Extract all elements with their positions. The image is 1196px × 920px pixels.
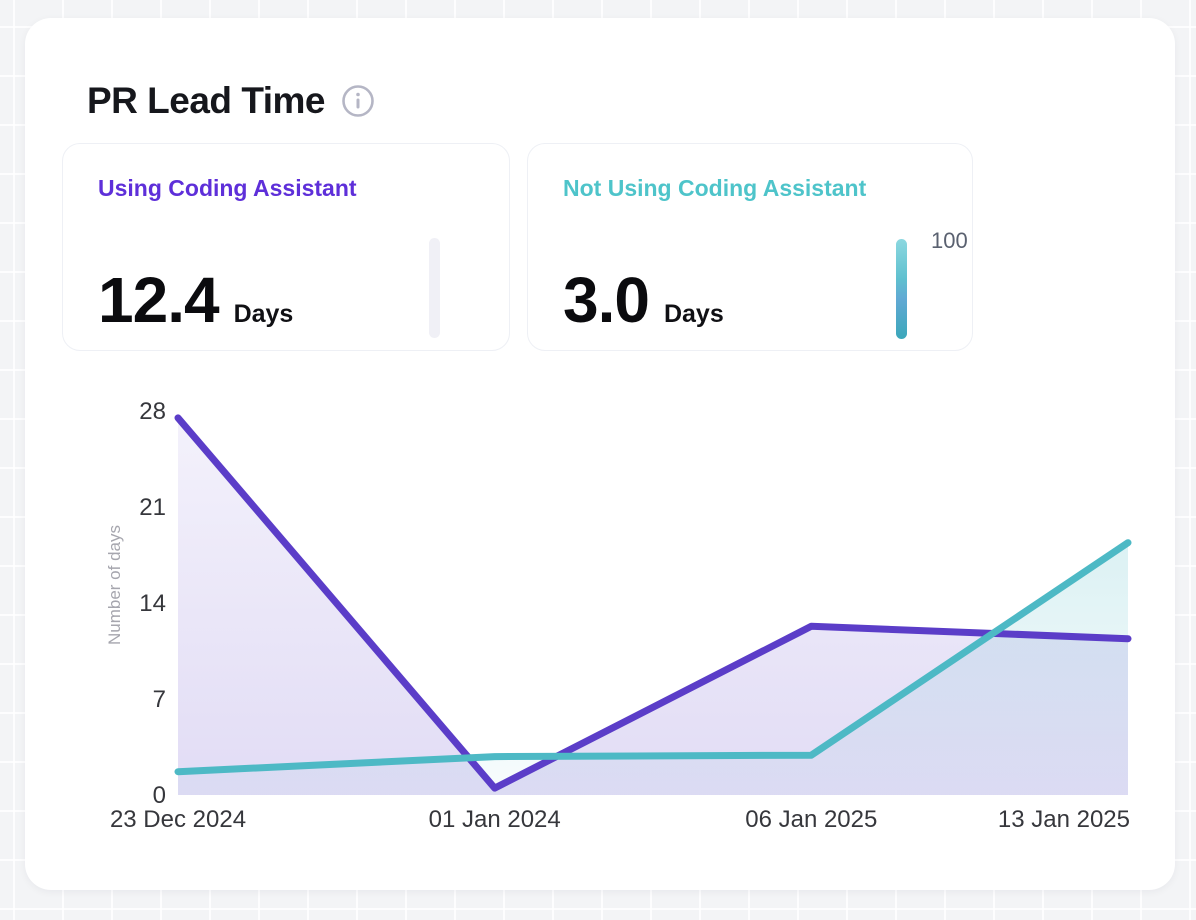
y-axis-title: Number of days bbox=[105, 525, 124, 645]
x-tick: 06 Jan 2025 bbox=[745, 806, 877, 833]
x-tick: 23 Dec 2024 bbox=[110, 806, 246, 833]
metric-card-using-assistant: Using Coding Assistant 12.4 Days bbox=[62, 143, 510, 351]
metric-value-row: 3.0 Days bbox=[563, 268, 724, 332]
metric-card-not-using-assistant: Not Using Coding Assistant 3.0 Days 100 bbox=[527, 143, 973, 351]
series-line-not-using-assistant bbox=[174, 539, 1132, 776]
y-tick: 0 bbox=[153, 782, 166, 809]
y-tick: 21 bbox=[139, 494, 166, 521]
info-icon[interactable] bbox=[341, 84, 375, 118]
metric-value: 3.0 bbox=[563, 264, 650, 336]
metric-label: Not Using Coding Assistant bbox=[563, 175, 867, 201]
page-title: PR Lead Time bbox=[87, 80, 326, 121]
metric-bar bbox=[429, 238, 440, 338]
metric-unit: Days bbox=[663, 300, 724, 328]
lead-time-chart[interactable]: 0 7 14 21 28 23 Dec 2024 01 Jan 2024 06 Jan 20… bbox=[25, 18, 1175, 890]
metric-value-row: 12.4 Days bbox=[98, 268, 293, 332]
y-tick: 7 bbox=[153, 686, 166, 713]
metric-label: Using Coding Assistant bbox=[98, 175, 357, 201]
metric-bar bbox=[896, 239, 907, 339]
series-line-using-assistant bbox=[174, 414, 1132, 792]
x-tick: 13 Jan 2025 bbox=[998, 806, 1130, 833]
series-area-not-using-assistant bbox=[178, 542, 1128, 795]
card-header: PR Lead Time bbox=[87, 80, 375, 122]
y-tick: 28 bbox=[139, 398, 166, 425]
metric-unit: Days bbox=[233, 300, 294, 328]
y-axis-tick-labels: 0 7 14 21 28 bbox=[139, 398, 166, 809]
y-tick: 14 bbox=[139, 590, 166, 617]
pr-lead-time-card: PR Lead Time Using Coding Assistant 12.4… bbox=[25, 18, 1175, 890]
x-axis-tick-labels: 23 Dec 2024 01 Jan 2024 06 Jan 2025 13 Jan … bbox=[110, 806, 1130, 833]
metric-value: 12.4 bbox=[98, 264, 220, 336]
metric-bar-label: 100 bbox=[931, 228, 968, 253]
x-tick: 01 Jan 2024 bbox=[429, 806, 561, 833]
